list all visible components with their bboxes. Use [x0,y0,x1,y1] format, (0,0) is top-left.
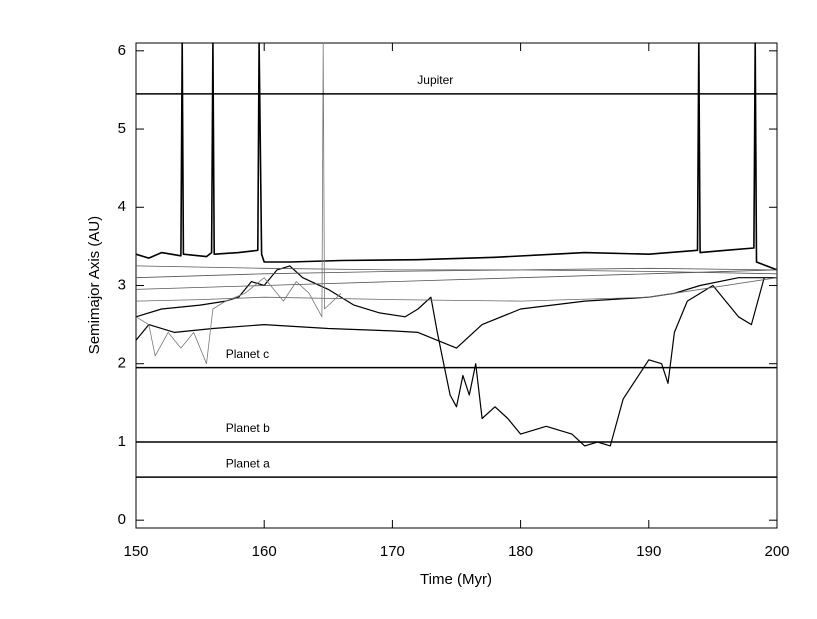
x-tick-label: 200 [764,543,789,560]
y-axis-label: Semimajor Axis (AU) [86,216,103,354]
y-tick-label: 1 [118,433,126,450]
x-tick-label: 170 [380,543,405,560]
x-tick-label: 160 [252,543,277,560]
x-tick-label: 150 [123,543,148,560]
series-line [135,265,778,275]
x-axis-label: Time (Myr) [420,571,492,588]
series-line [135,269,778,290]
y-tick-label: 3 [118,276,126,293]
series-line [135,42,778,271]
series-line [135,42,342,365]
plot-frame [135,42,778,529]
y-tick-label: 4 [118,198,126,215]
series-line [135,265,765,447]
y-tick-label: 6 [118,42,126,59]
y-tick-label: 5 [118,120,126,137]
series-line [135,277,777,349]
planet-label: Planet a [226,456,270,470]
planet-label: Jupiter [417,73,453,87]
planet-label: Planet c [226,347,269,361]
series-line [135,277,778,302]
x-tick-label: 180 [508,543,533,560]
y-tick-label: 2 [118,355,126,372]
series-line [135,267,778,279]
planet-label: Planet b [226,421,270,435]
x-tick-label: 190 [636,543,661,560]
y-tick-label: 0 [118,511,126,528]
